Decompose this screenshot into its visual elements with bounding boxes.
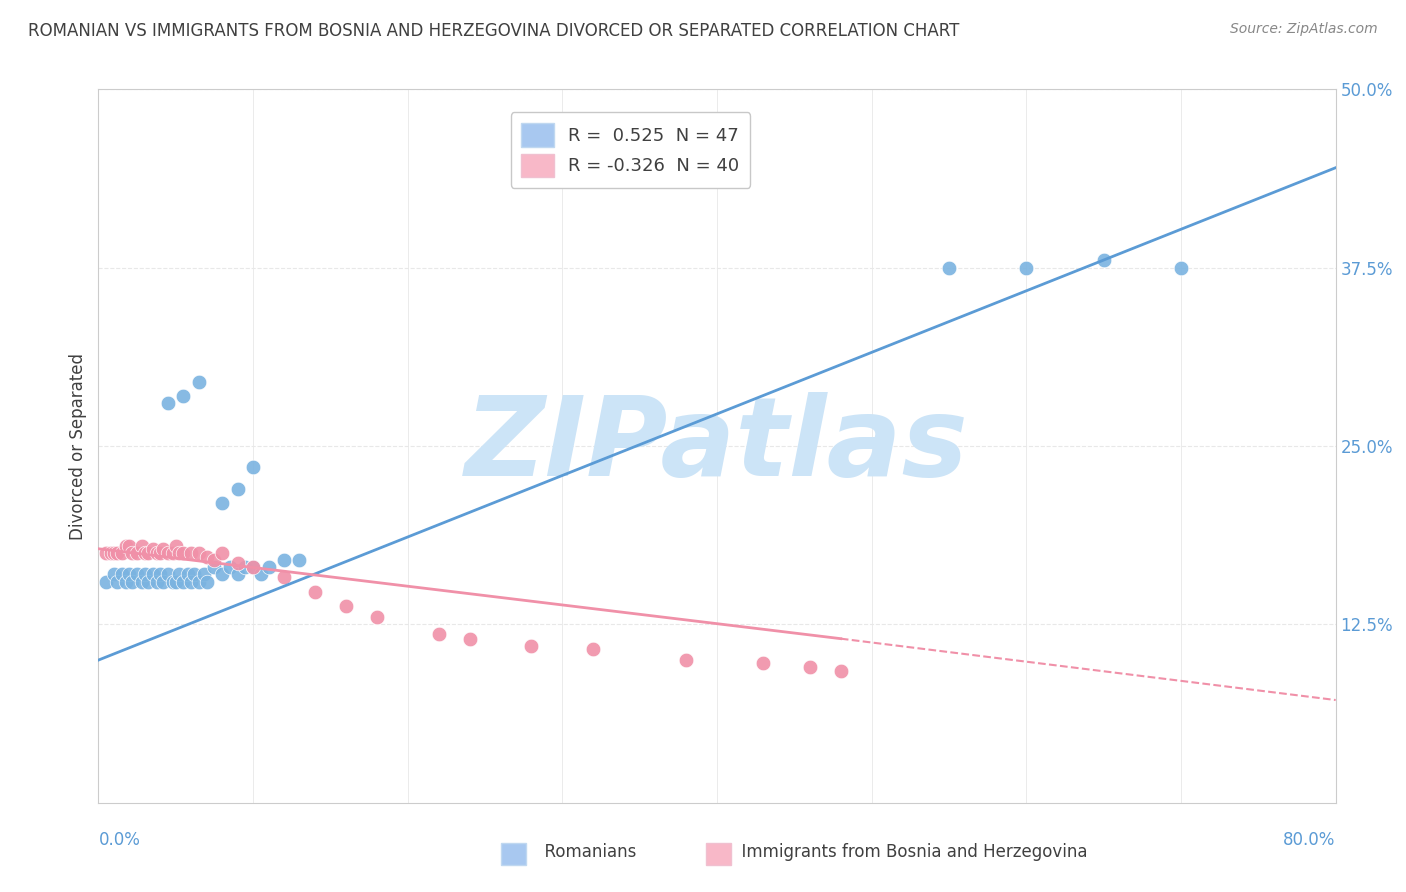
Point: [157, 546, 180, 560]
Point: [211, 546, 233, 560]
Point: [226, 556, 249, 570]
Point: [111, 546, 132, 560]
Point: [180, 574, 202, 589]
Text: 0.0%: 0.0%: [98, 831, 141, 849]
Point: [938, 260, 960, 275]
Point: [458, 632, 481, 646]
Point: [103, 546, 125, 560]
Point: [188, 375, 211, 389]
Point: [242, 560, 264, 574]
Point: [127, 567, 149, 582]
Point: [250, 567, 273, 582]
Point: [242, 460, 264, 475]
Point: [105, 546, 128, 560]
Text: ROMANIAN VS IMMIGRANTS FROM BOSNIA AND HERZEGOVINA DIVORCED OR SEPARATED CORRELA: ROMANIAN VS IMMIGRANTS FROM BOSNIA AND H…: [28, 22, 959, 40]
Point: [162, 574, 184, 589]
Point: [1092, 253, 1115, 268]
Point: [257, 560, 280, 574]
Point: [167, 546, 190, 560]
Point: [149, 567, 172, 582]
Point: [96, 546, 118, 560]
Point: [752, 656, 775, 670]
Point: [115, 539, 138, 553]
Point: [211, 496, 233, 510]
Point: [152, 574, 174, 589]
Point: [520, 639, 543, 653]
Point: [242, 560, 264, 574]
Point: [172, 546, 194, 560]
Point: [582, 641, 605, 656]
Text: ZIPatlas: ZIPatlas: [465, 392, 969, 500]
Point: [105, 574, 128, 589]
Point: [115, 574, 138, 589]
Text: Romanians: Romanians: [534, 843, 637, 861]
Point: [111, 567, 132, 582]
Point: [183, 567, 205, 582]
Point: [233, 560, 257, 574]
Point: [167, 567, 190, 582]
Point: [211, 567, 233, 582]
Legend: R =  0.525  N = 47, R = -0.326  N = 40: R = 0.525 N = 47, R = -0.326 N = 40: [510, 112, 751, 188]
Point: [96, 574, 118, 589]
Point: [799, 660, 821, 674]
Y-axis label: Divorced or Separated: Divorced or Separated: [69, 352, 87, 540]
Point: [273, 553, 295, 567]
Point: [121, 574, 143, 589]
Point: [675, 653, 697, 667]
Point: [141, 567, 165, 582]
Point: [118, 567, 141, 582]
Point: [103, 567, 125, 582]
Point: [195, 574, 218, 589]
Text: 80.0%: 80.0%: [1284, 831, 1336, 849]
Point: [188, 546, 211, 560]
Point: [136, 574, 159, 589]
Point: [134, 567, 156, 582]
Point: [288, 553, 311, 567]
Point: [335, 599, 357, 613]
Point: [1170, 260, 1192, 275]
Point: [830, 665, 852, 679]
Point: [172, 389, 194, 403]
Point: [131, 574, 153, 589]
Point: [157, 567, 180, 582]
Point: [152, 541, 174, 556]
Point: [141, 541, 165, 556]
Text: Immigrants from Bosnia and Herzegovina: Immigrants from Bosnia and Herzegovina: [731, 843, 1088, 861]
Point: [193, 567, 215, 582]
Point: [162, 546, 184, 560]
Point: [165, 574, 187, 589]
Point: [157, 396, 180, 410]
Point: [1015, 260, 1038, 275]
Text: Source: ZipAtlas.com: Source: ZipAtlas.com: [1230, 22, 1378, 37]
Point: [180, 546, 202, 560]
Point: [127, 546, 149, 560]
Point: [628, 153, 651, 168]
Point: [146, 546, 169, 560]
Point: [195, 550, 218, 565]
Point: [146, 574, 169, 589]
Point: [366, 610, 388, 624]
Point: [177, 567, 200, 582]
Point: [165, 539, 187, 553]
Point: [134, 546, 156, 560]
Point: [149, 546, 172, 560]
Point: [121, 546, 143, 560]
Point: [136, 546, 159, 560]
Point: [304, 584, 326, 599]
Point: [226, 567, 249, 582]
Point: [427, 627, 450, 641]
Point: [204, 560, 226, 574]
Point: [188, 574, 211, 589]
Point: [118, 539, 141, 553]
Point: [273, 570, 295, 584]
Point: [100, 546, 122, 560]
Point: [204, 553, 226, 567]
Point: [226, 482, 249, 496]
Point: [131, 539, 153, 553]
Point: [172, 574, 194, 589]
Point: [219, 560, 242, 574]
